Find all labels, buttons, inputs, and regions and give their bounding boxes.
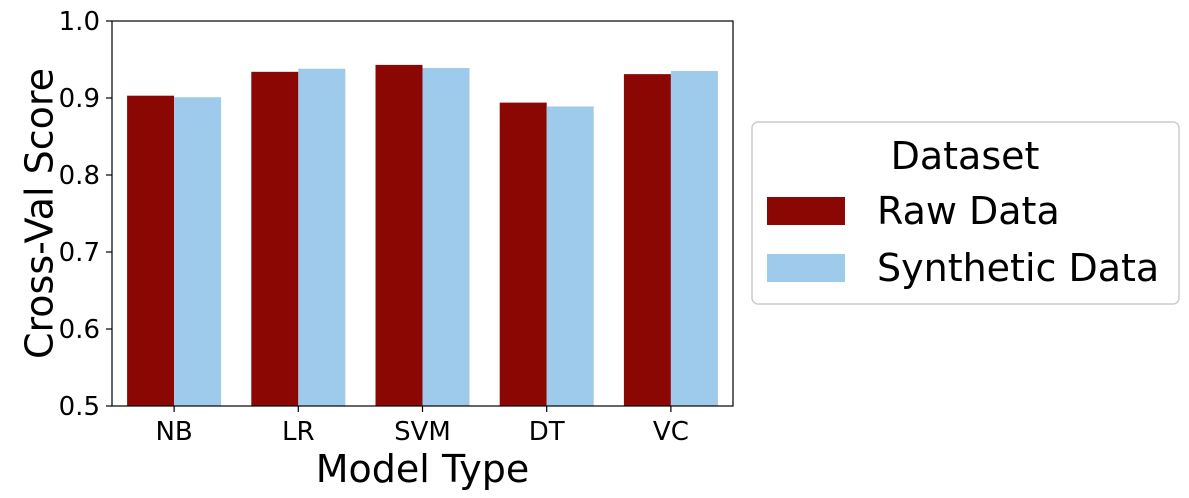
legend-label-raw-data: Raw Data — [877, 189, 1060, 233]
bar-lr-synthetic-data — [298, 68, 346, 407]
bar-dt-synthetic-data — [546, 106, 594, 406]
legend-label-synthetic-data: Synthetic Data — [877, 246, 1159, 290]
bar-dt-raw-data — [499, 102, 547, 407]
bar-nb-raw-data — [127, 95, 175, 406]
y-axis: 0.5 0.6 0.7 0.8 0.9 1.0 — [59, 7, 112, 422]
bar-svm-raw-data — [375, 64, 423, 406]
bar-vc-synthetic-data — [670, 71, 718, 407]
x-axis-label: Model Type — [316, 447, 529, 491]
x-tick-label: VC — [653, 417, 689, 447]
y-tick-label: 0.6 — [59, 315, 100, 345]
y-tick-label: 0.8 — [59, 161, 100, 191]
legend-items: Raw Data Synthetic Data — [767, 189, 1159, 290]
bar-nb-synthetic-data — [174, 97, 222, 406]
bar-vc-raw-data — [623, 74, 671, 406]
y-tick-label: 0.9 — [59, 84, 100, 114]
legend-swatch-raw-data — [767, 197, 845, 225]
x-tick-label: DT — [529, 417, 565, 447]
bars-group — [127, 64, 718, 407]
legend-box — [751, 121, 1180, 305]
x-axis: NB LR SVM DT VC — [155, 406, 689, 447]
bar-svm-synthetic-data — [422, 67, 470, 406]
legend: Dataset Raw Data Synthetic Data — [751, 121, 1180, 305]
x-tick-label: SVM — [394, 417, 451, 447]
y-tick-label: 1.0 — [59, 7, 100, 37]
bar-lr-raw-data — [251, 71, 299, 406]
y-tick-label: 0.5 — [59, 392, 100, 422]
y-tick-label: 0.7 — [59, 238, 100, 268]
x-tick-label: LR — [282, 417, 315, 447]
legend-swatch-synthetic-data — [767, 254, 845, 282]
x-tick-label: NB — [155, 417, 192, 447]
y-axis-label: Cross-Val Score — [18, 68, 62, 359]
legend-title: Dataset — [891, 134, 1040, 178]
